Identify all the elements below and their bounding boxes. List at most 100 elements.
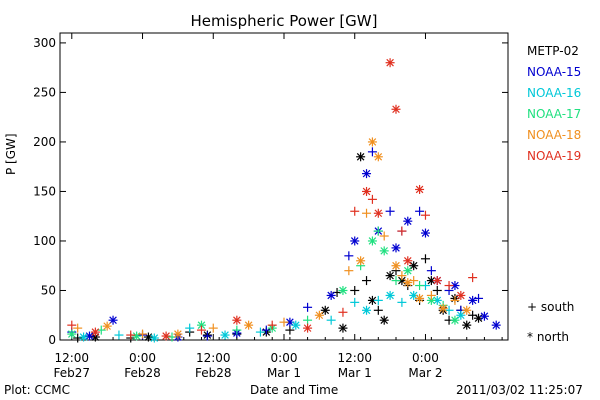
north-point [456,310,466,320]
north-point [338,323,348,333]
south-point [138,329,148,339]
south-point [362,208,372,218]
south-point [468,273,478,283]
north-point [232,315,242,325]
south-point [415,206,425,216]
north-point [90,327,100,337]
north-point [173,329,183,339]
south-point [350,297,360,307]
south-point [373,305,383,315]
legend-entry: NOAA-15 [527,65,582,79]
north-point [391,243,401,253]
north-point [367,236,377,246]
south-point [344,251,354,261]
south-point [379,231,389,241]
y-tick-label: 150 [33,184,56,198]
north-point [403,256,413,266]
north-point [79,332,89,342]
south-point [303,302,313,312]
x-tick-label: Mar 1 [338,366,372,380]
south-point [126,330,136,340]
x-tick-label: Feb28 [195,366,232,380]
south-point [367,147,377,157]
x-tick-label: 12:00 [337,351,372,365]
north-point [84,331,94,341]
north-point [385,290,395,300]
south-point [303,315,313,325]
legend-entry: NOAA-16 [527,86,582,100]
north-point [468,295,478,305]
south-point [67,320,77,330]
north-point [391,104,401,114]
north-point [479,311,489,321]
north-point [362,305,372,315]
y-ticks: 0 50 100 150 200 250 300 [33,36,508,347]
south-point [350,206,360,216]
north-point [403,266,413,276]
south-point [397,226,407,236]
footer-source: Plot: CCMC [4,383,70,397]
south-point [415,281,425,291]
south-point [285,325,295,335]
y-tick-label: 0 [48,333,56,347]
x-axis-label: Date and Time [250,383,339,397]
north-point [403,216,413,226]
y-tick-label: 200 [33,135,56,149]
north-point [373,152,383,162]
south-point [420,254,430,264]
north-point [356,152,366,162]
south-point [114,330,124,340]
x-tick-label: Feb28 [124,366,161,380]
north-point [149,333,159,343]
data-marks [67,58,501,343]
north-point [102,321,112,331]
north-point [320,305,330,315]
south-point [420,210,430,220]
north-point [462,305,472,315]
south-point [338,307,348,317]
north-point [220,330,230,340]
north-point [362,186,372,196]
south-point [261,325,271,335]
south-point [255,327,265,337]
north-point [132,331,142,341]
north-point [143,332,153,342]
south-point [409,276,419,286]
x-tick-label: Mar 2 [408,366,442,380]
north-point [291,320,301,330]
north-point [373,208,383,218]
north-point [462,320,472,330]
south-point [73,323,83,333]
south-point [426,266,436,276]
north-point [420,228,430,238]
plot-frame [59,32,509,341]
north-point [409,261,419,271]
north-point [379,246,389,256]
north-point [432,295,442,305]
north-point [314,310,324,320]
south-point [373,295,383,305]
south-point [450,295,460,305]
x-tick-label: 12:00 [54,351,89,365]
north-point [432,276,442,286]
legend-south: + south [527,300,575,314]
south-point [373,226,383,236]
south-point [391,276,401,286]
south-point [444,281,454,291]
south-point [385,206,395,216]
north-point [415,293,425,303]
chart-title: Hemispheric Power [GW] [190,12,378,30]
y-tick-label: 50 [41,283,56,297]
north-point [356,256,366,266]
north-point [108,315,118,325]
north-point [161,331,171,341]
north-point [391,261,401,271]
south-point [426,290,436,300]
legend-entry: NOAA-19 [527,149,582,163]
x-tick-label: 0:00 [412,351,439,365]
legend-entry: NOAA-18 [527,128,582,142]
south-point [185,323,195,333]
south-point [232,325,242,335]
south-point [96,325,106,335]
